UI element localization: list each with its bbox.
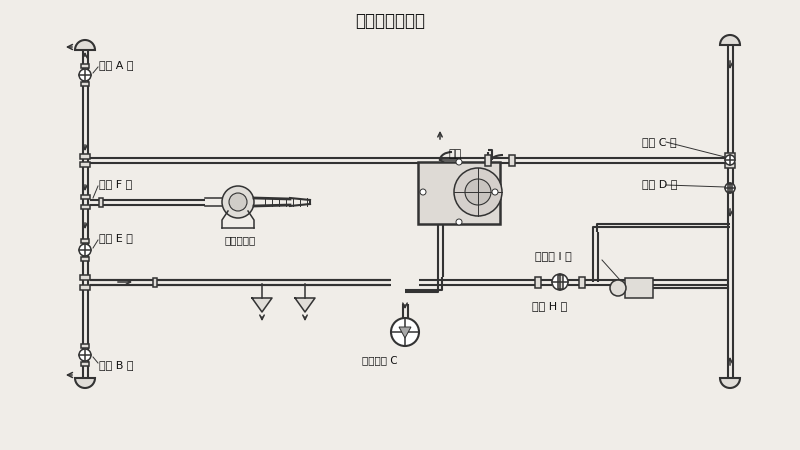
Circle shape [79,349,91,361]
Bar [725,153,735,158]
Circle shape [222,186,254,218]
Text: 球阀 D 开: 球阀 D 开 [642,179,678,189]
Bar [99,198,103,207]
Text: 球阀 C 开: 球阀 C 开 [642,137,677,147]
Wedge shape [75,40,95,50]
Wedge shape [75,378,95,388]
Polygon shape [399,327,411,338]
Polygon shape [295,298,315,312]
Text: 球阀 F 关: 球阀 F 关 [99,179,132,189]
Bar [558,275,562,289]
Bar [81,64,89,68]
Bar [80,162,90,166]
Polygon shape [252,298,272,312]
Text: 球阀 B 开: 球阀 B 开 [99,360,134,370]
Text: 洒水、浇灌花木: 洒水、浇灌花木 [355,12,425,30]
Bar [579,276,585,288]
Text: 球阀 H 关: 球阀 H 关 [532,301,568,311]
Bar [81,257,89,261]
Text: 球阀 E 开: 球阀 E 开 [99,233,133,243]
Bar [80,284,90,289]
Text: 消防栓 I 关: 消防栓 I 关 [535,251,572,261]
Wedge shape [720,35,740,45]
Bar [80,274,90,279]
Bar [81,205,90,209]
Bar [81,239,89,243]
Circle shape [79,244,91,256]
Circle shape [610,280,626,296]
Circle shape [420,189,426,195]
Bar [418,162,500,224]
Circle shape [79,69,91,81]
Text: 水泵: 水泵 [448,149,462,159]
Circle shape [552,274,568,290]
Circle shape [456,159,462,165]
Bar [535,276,541,288]
Circle shape [492,189,498,195]
Text: 三通球阀 C: 三通球阀 C [362,355,398,365]
Text: 洒水炮出口: 洒水炮出口 [224,235,256,245]
Bar [153,278,157,287]
Circle shape [725,183,735,193]
Bar [81,82,89,86]
Bar [81,344,89,348]
Bar [485,154,491,166]
Circle shape [465,179,491,205]
Bar [509,154,515,166]
Bar [725,162,735,167]
Bar [80,153,90,158]
Bar [81,195,90,199]
Circle shape [454,168,502,216]
Text: 球阀 A 开: 球阀 A 开 [99,60,134,70]
Bar [625,278,653,298]
Circle shape [456,219,462,225]
Bar [81,362,89,366]
Circle shape [725,155,735,165]
Circle shape [229,193,247,211]
Bar [728,184,732,192]
Wedge shape [720,378,740,388]
Circle shape [391,318,419,346]
